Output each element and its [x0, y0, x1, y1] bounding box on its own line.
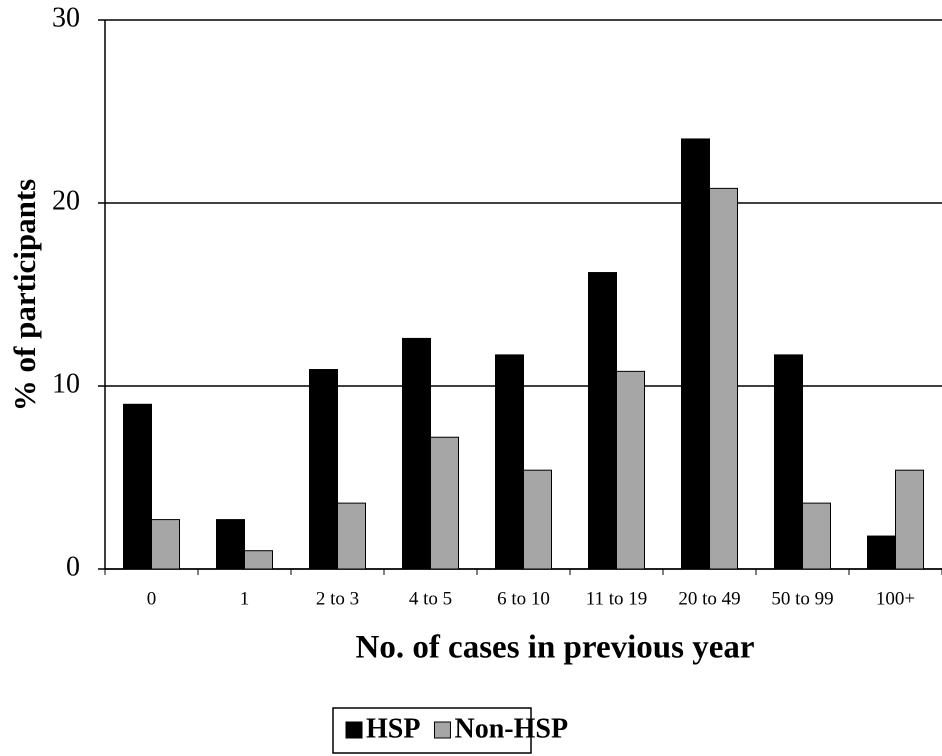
x-tick-label: 50 to 99: [771, 588, 833, 609]
y-axis-label: % of participants: [7, 179, 42, 412]
bar: [430, 436, 459, 570]
bar: [709, 187, 738, 570]
bar: [309, 369, 338, 570]
x-tick-label: 100+: [876, 588, 915, 609]
bar: [123, 403, 152, 570]
bar: [681, 138, 710, 570]
x-tick-label: 0: [147, 588, 157, 609]
x-tick-label: 11 to 19: [586, 588, 648, 609]
y-tick-label: 0: [66, 551, 80, 582]
legend-swatch: [345, 721, 363, 739]
legend-label: Non-HSP: [454, 713, 568, 744]
x-tick-label: 2 to 3: [316, 588, 359, 609]
bar: [151, 519, 180, 570]
legend-label: HSP: [366, 713, 420, 744]
bar: [244, 550, 273, 570]
legend-swatch: [433, 721, 451, 739]
bar: [523, 469, 552, 570]
x-tick-label: 6 to 10: [497, 588, 550, 609]
bar: [616, 370, 645, 570]
bar: [216, 519, 245, 570]
bar: [495, 354, 524, 570]
x-tick-label: 1: [240, 588, 250, 609]
bar: [337, 502, 366, 570]
x-axis-label: No. of cases in previous year: [355, 630, 754, 666]
bar: [867, 535, 896, 570]
y-tick-label: 20: [52, 185, 80, 216]
y-tick-label: 10: [52, 368, 80, 399]
bar: [402, 337, 431, 570]
bar: [774, 354, 803, 570]
legend-box: [332, 707, 532, 754]
bar: [802, 502, 831, 570]
bar: [895, 469, 924, 570]
x-tick-label: 4 to 5: [409, 588, 452, 609]
bar: [588, 272, 617, 570]
y-tick-label: 30: [52, 2, 80, 33]
x-tick-label: 20 to 49: [678, 588, 740, 609]
